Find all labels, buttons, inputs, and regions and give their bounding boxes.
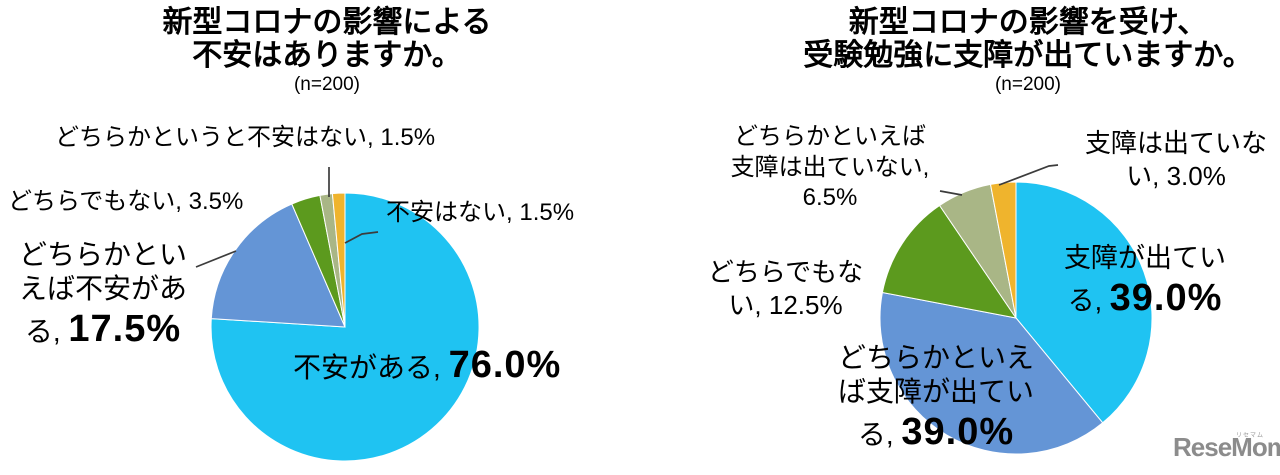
callout-dochira-demo-nai-right: どちらでもない, 12.5% (703, 256, 868, 323)
resemom-logo: リセマム ReseMom. (1173, 432, 1280, 466)
pie1-slice-2 (881, 204, 1018, 319)
callout-value: 6.5% (802, 184, 858, 212)
right-chart-title-line2: 受験勉強に支障が出ていますか。 (803, 39, 1253, 72)
callout-label: 支障が出てい る, (1064, 243, 1226, 316)
pie1-slice-0 (1015, 181, 1153, 424)
callout-fuan-ga-aru: 不安がある, 76.0% (293, 342, 561, 388)
leader-line-4 (998, 164, 1059, 186)
callout-value: 39.0% (901, 411, 1015, 454)
pie1-slice-1 (879, 291, 1104, 455)
callout-label: 支障は出ていない, (1084, 128, 1267, 192)
leader-line-3 (939, 190, 963, 196)
callout-fuan-wa-nai: 不安はない, 1.5% (386, 198, 574, 229)
callout-label: どちらかといえば不安がある, (18, 239, 187, 348)
callout-shisho-wa-dete-inai: 支障は出ていない, 3.0% (1078, 127, 1274, 194)
pie0-slice-4 (331, 192, 346, 328)
callout-value: 12.5% (768, 290, 843, 321)
right-chart-title-line1: 新型コロナの影響を受け、 (848, 6, 1208, 39)
leader-line-2 (344, 231, 379, 244)
right-chart-title: 新型コロナの影響を受け、 受験勉強に支障が出ていますか。 (760, 6, 1280, 72)
callout-label: どちらかといえば支障が出ている, (837, 342, 1034, 451)
callout-label: どちらかといえば支障は出ていない, (730, 123, 930, 181)
left-chart-title-line2: 不安はありますか。 (192, 39, 462, 72)
callout-dochiraka-fuan-wa-nai: どちらかというと不安はない, 1.5% (55, 123, 435, 154)
callout-value: 1.5% (380, 124, 436, 151)
callout-value: 3.0% (1166, 161, 1226, 192)
callout-label: 不安がある, (293, 352, 449, 383)
callout-label: どちらかというと不安はない, (55, 124, 381, 151)
callout-shisho-ga-dete-iru: 支障が出てい る, 39.0% (1056, 242, 1234, 321)
left-chart-title-line1: 新型コロナの影響による (162, 6, 492, 39)
callout-dochiraka-shisho-wa-dete-inai: どちらかといえば支障は出ていない, 6.5% (725, 122, 935, 214)
resemom-logo-ruby: リセマム (1235, 433, 1264, 439)
callout-label: どちらでもない, (707, 257, 864, 321)
right-chart-sample-size: (n=200) (994, 74, 1062, 95)
callout-dochiraka-fuan-ga-aru: どちらかといえば不安がある, 17.5% (8, 238, 198, 353)
left-chart-title: 新型コロナの影響による 不安はありますか。 (60, 6, 594, 72)
resemom-logo-text: ReseMom. (1173, 432, 1280, 462)
pie0-slice-1 (210, 203, 346, 328)
callout-label: どちらでもない, (8, 188, 189, 215)
callout-value: 1.5% (519, 199, 575, 226)
callout-value: 76.0% (448, 344, 562, 386)
callout-label: 不安はない, (386, 199, 520, 226)
callout-value: 3.5% (188, 188, 244, 215)
leader-line-1 (195, 250, 237, 268)
callout-value: 39.0% (1109, 276, 1223, 319)
callout-dochiraka-shisho-ga-dete-iru: どちらかといえば支障が出ている, 39.0% (836, 341, 1036, 456)
callout-value: 17.5% (68, 308, 182, 351)
left-chart-sample-size: (n=200) (293, 74, 361, 95)
callout-dochira-demo-nai-left: どちらでもない, 3.5% (8, 187, 243, 218)
